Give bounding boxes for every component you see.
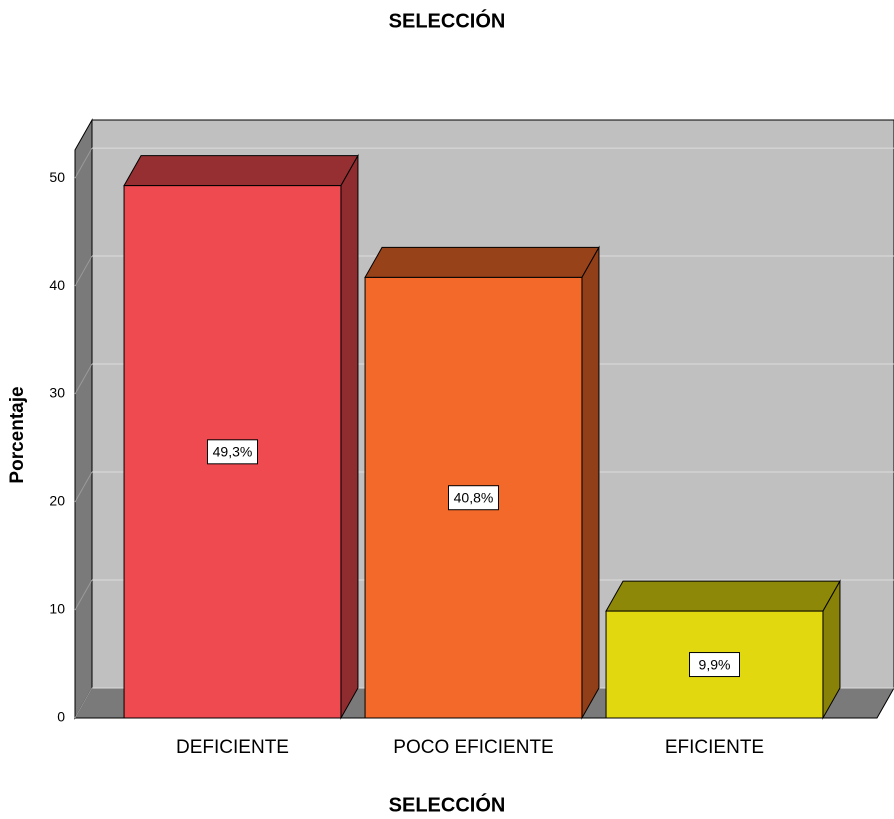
grid-line-side [74,687,93,719]
value-label: 49,3% [213,444,253,460]
grid-line-side [74,579,93,611]
chart-title: SELECCIÓN [389,8,506,32]
bar-side [581,245,600,720]
grid-line-side [74,471,93,503]
x-tick-label: EFICIENTE [665,737,764,758]
value-label-box [207,439,258,465]
y-tick-label: 20 [49,493,65,509]
y-tick-label: 10 [49,601,65,617]
x-tick-label: POCO EFICIENTE [393,737,553,758]
grid-line-side [74,255,93,287]
bar-top [123,155,359,187]
side-wall [74,118,93,720]
x-axis-label: SELECCIÓN [389,792,506,816]
bar-side [340,153,359,720]
y-tick-label: 30 [49,385,65,401]
value-label: 40,8% [454,489,494,505]
y-tick-label: 40 [49,277,65,293]
grid-line-side [74,363,93,395]
value-label-box [448,485,499,511]
y-tick-label: 50 [49,169,65,185]
bar-top [364,246,600,278]
bar-top [605,580,841,612]
x-tick-label: DEFICIENTE [176,737,289,758]
value-label-box [689,652,740,678]
y-axis-label: Porcentaje [7,386,28,483]
grid-line-side [74,147,93,179]
value-label: 9,9% [699,656,731,672]
y-tick-label: 0 [57,709,65,725]
